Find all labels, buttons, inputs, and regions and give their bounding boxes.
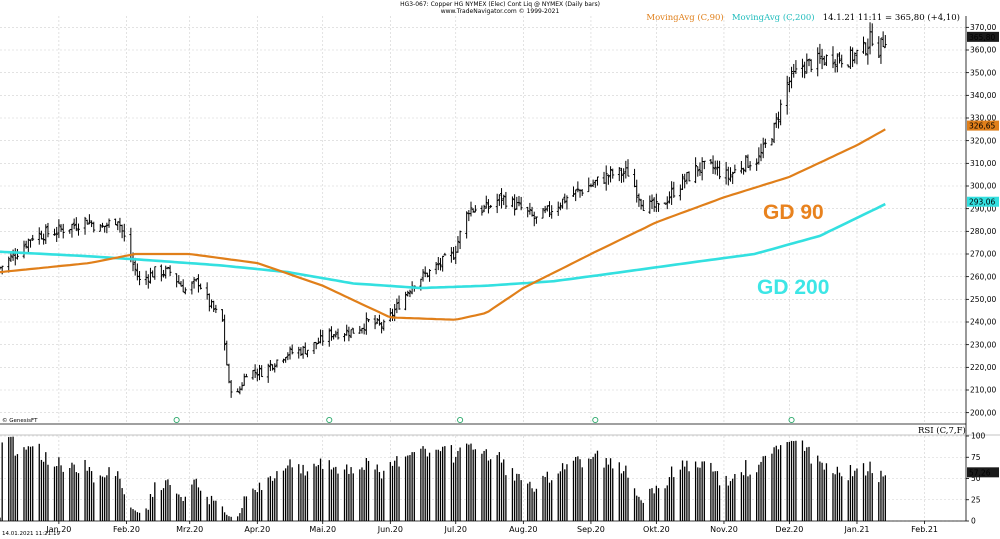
rsi-tick-label: 25 xyxy=(971,495,981,504)
event-marker xyxy=(326,416,333,424)
rsi-histogram xyxy=(0,436,886,521)
x-tick-label: Jan.20 xyxy=(45,525,71,534)
ma90-line xyxy=(0,128,886,321)
event-marker xyxy=(173,416,180,424)
y-tick-label: 270,00 xyxy=(970,250,996,259)
x-tick-label: Jan.21 xyxy=(843,525,869,534)
x-tick-label: Jun.20 xyxy=(377,525,403,534)
event-marker xyxy=(788,416,795,424)
ma90-last-value: 326,65 xyxy=(969,122,995,131)
grid-lines xyxy=(0,16,966,522)
chart-title: HG3-067: Copper HG NYMEX (Elec) Cont Liq… xyxy=(400,1,600,8)
genesis-credit: © GenesisFT xyxy=(2,418,38,424)
y-tick-label: 370,00 xyxy=(970,23,996,32)
value-badges: 326,65 293,06 365,80 57,26 xyxy=(967,31,999,478)
rsi-label: RSI (C,7,F) xyxy=(918,426,966,436)
ma90-last-value-bg xyxy=(967,120,999,131)
y-tick-label: 340,00 xyxy=(970,91,996,100)
legend-ma200: MovingAvg (C,200) xyxy=(731,13,815,23)
x-tick-label: Jul.20 xyxy=(444,525,467,534)
rsi-y-axis-ticks: 0 25 50 75 100 xyxy=(966,432,986,526)
price-bars xyxy=(0,22,887,398)
rsi-tick-label: 50 xyxy=(971,474,981,483)
event-marker xyxy=(457,416,464,424)
y-tick-label: 200,00 xyxy=(970,408,996,417)
y-tick-label: 320,00 xyxy=(970,136,996,145)
x-tick-label: Nov.20 xyxy=(710,525,738,534)
y-tick-label: 360,00 xyxy=(970,46,996,55)
chart-subtitle: www.TradeNavigator.com © 1999-2021 xyxy=(440,8,560,15)
ma200-last-value-bg xyxy=(967,196,999,207)
x-tick-label: Dez.20 xyxy=(775,525,803,534)
price-y-axis-ticks: 200,00 210,00 220,00 230,00 240,00 250,00 260,… xyxy=(966,23,996,417)
legend-ma90: MovingAvg (C,90) xyxy=(646,13,724,23)
x-axis-ticks: Jan.20 Feb.20 Mrz.20 Apr.20 Mai.20 Jun.20 Jul.… xyxy=(45,521,938,534)
annotation-gd200: GD 200 xyxy=(757,276,830,299)
y-tick-label: 350,00 xyxy=(970,68,996,77)
annotation-gd90: GD 90 xyxy=(763,201,824,224)
axes xyxy=(0,16,1000,522)
y-tick-label: 230,00 xyxy=(970,340,996,349)
legend: MovingAvg (C,90) MovingAvg (C,200) 14.1.… xyxy=(646,13,960,23)
event-markers xyxy=(173,416,795,424)
timestamp: 14.01.2021 11:21:19 xyxy=(2,531,60,537)
x-tick-label: Feb.21 xyxy=(911,525,938,534)
x-tick-label: Sep.20 xyxy=(577,525,605,534)
rsi-last-value: 57,26 xyxy=(969,468,991,477)
y-tick-label: 240,00 xyxy=(970,318,996,327)
price-last-value-bg xyxy=(967,31,999,42)
ma200-last-value: 293,06 xyxy=(969,198,995,207)
x-tick-label: Aug.20 xyxy=(509,525,537,534)
x-tick-label: Apr.20 xyxy=(244,525,270,534)
x-tick-label: Okt.20 xyxy=(643,525,670,534)
y-tick-label: 210,00 xyxy=(970,386,996,395)
y-tick-label: 300,00 xyxy=(970,182,996,191)
y-tick-label: 310,00 xyxy=(970,159,996,168)
y-tick-label: 330,00 xyxy=(970,114,996,123)
y-tick-label: 250,00 xyxy=(970,295,996,304)
rsi-tick-label: 75 xyxy=(971,453,981,462)
x-tick-label: Mrz.20 xyxy=(176,525,203,534)
ma200-line xyxy=(0,202,886,290)
rsi-tick-label: 100 xyxy=(971,432,986,441)
event-marker xyxy=(592,416,599,424)
x-tick-label: Mai.20 xyxy=(309,525,336,534)
y-tick-label: 260,00 xyxy=(970,272,996,281)
y-tick-label: 290,00 xyxy=(970,204,996,213)
price-last-value: 365,80 xyxy=(969,33,995,42)
legend-quote: 14.1.21 11:11 = 365,80 (+4,10) xyxy=(822,13,960,23)
y-tick-label: 220,00 xyxy=(970,363,996,372)
rsi-tick-label: 0 xyxy=(971,517,976,526)
x-tick-label: Feb.20 xyxy=(113,525,140,534)
y-tick-label: 280,00 xyxy=(970,227,996,236)
rsi-last-value-bg xyxy=(967,467,999,478)
